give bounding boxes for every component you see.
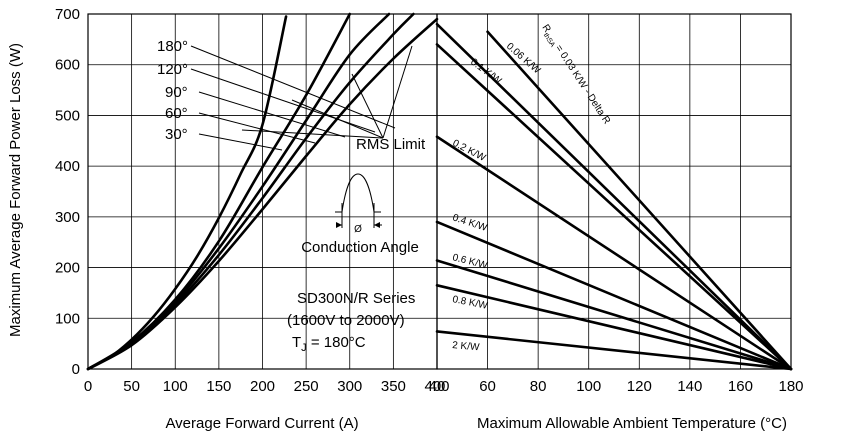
right-x-tick-80: 80 [530,378,547,395]
left-x-tick-350: 350 [381,378,406,395]
right-x-tick-140: 140 [677,378,702,395]
left-panel-curves [86,12,439,371]
rth-label-7: 2 K/W [452,340,481,353]
y-tick-300: 300 [55,209,80,226]
left-x-tick-150: 150 [206,378,231,395]
left-x-tick-50: 50 [123,378,140,395]
left-x-tick-100: 100 [163,378,188,395]
junction-temperature: TJ = 180°C [292,334,366,354]
angle-label-4: 30° [165,126,188,143]
right-line-1 [435,22,793,371]
y-tick-600: 600 [55,57,80,74]
y-tick-400: 400 [55,158,80,175]
left-x-tick-300: 300 [337,378,362,395]
y-tick-100: 100 [55,310,80,327]
y-tick-200: 200 [55,260,80,277]
y-tick-500: 500 [55,107,80,124]
rth-label-0: RthSA= 0.03 K/W - Delta R [538,23,612,128]
y-tick-0: 0 [72,361,80,378]
rms-limit-label: RMS Limit [356,136,426,153]
left-x-tick-250: 250 [294,378,319,395]
angle-leader-4 [198,133,283,151]
conduction-angle-label: Conduction Angle [301,239,419,256]
series-name: SD300N/R Series [297,290,415,307]
y-axis-title: Maximum Average Forward Power Loss (W) [7,43,24,337]
phi-symbol: Ø [354,224,362,235]
right-line-6 [435,284,793,371]
left-x-tick-0: 0 [84,378,92,395]
angle-leader-3 [198,112,316,144]
angle-label-0: 180° [157,38,188,55]
angle-label-3: 60° [165,105,188,122]
right-line-3 [435,135,793,371]
rms-leader-0 [241,129,384,139]
left-x-tick-400: 400 [424,378,449,395]
rth-label-5: 0.6 K/W [451,252,489,271]
right-x-tick-180: 180 [778,378,803,395]
rth-label-3: 0.2 K/W [451,138,488,164]
rms-leader-1 [291,99,384,139]
angle-leader-2 [198,91,346,138]
right-line-5 [435,259,793,371]
right-x-tick-100: 100 [576,378,601,395]
angle-label-1: 120° [157,61,188,78]
right-panel-frame [436,13,792,370]
right-curve-labels: RthSA= 0.03 K/W - Delta R0.06 K/W0.1 K/W… [451,23,612,354]
voltage-range: (1600V to 2000V) [287,312,405,329]
right-panel-curves [435,22,793,371]
left-x-tick-200: 200 [250,378,275,395]
rms-leader-3 [382,45,413,139]
left-curve-labels: 180° 120° 90° 60° 30° [157,38,188,143]
right-line-4 [435,220,793,371]
right-x-tick-40: 40 [429,378,446,395]
conduction-angle-icon [335,173,382,228]
y-tick-700: 700 [55,6,80,23]
right-x-tick-120: 120 [627,378,652,395]
right-line-7 [435,330,793,371]
rms-leader-2 [351,73,384,139]
left-curve-4 [86,17,439,371]
left-x-axis-title: Average Forward Current (A) [165,415,358,432]
leader-lines [190,45,413,151]
right-line-0 [486,30,793,371]
right-x-tick-160: 160 [728,378,753,395]
right-x-tick-60: 60 [479,378,496,395]
angle-label-2: 90° [165,84,188,101]
rth-label-2: 0.1 K/W [468,57,503,88]
right-line-2 [435,43,793,371]
right-x-axis-title: Maximum Allowable Ambient Temperature (°… [477,415,787,432]
angle-leader-0 [190,45,396,129]
